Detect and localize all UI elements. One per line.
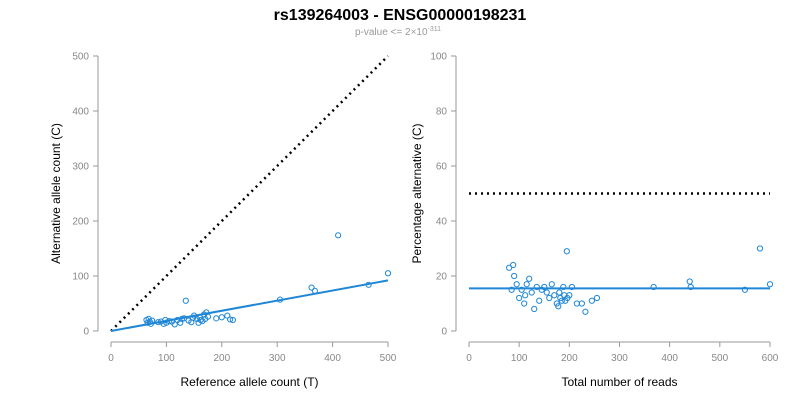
right-data-point	[531, 305, 538, 313]
right-data-point	[536, 297, 543, 304]
left-data-point	[162, 316, 169, 324]
left-data-point	[182, 297, 189, 304]
left-data-point	[335, 232, 342, 239]
left-data-point	[229, 316, 236, 324]
right-data-point	[558, 297, 565, 304]
right-x-tick-label: 400	[661, 353, 678, 364]
right-data-point	[593, 294, 601, 302]
right-data-point	[548, 281, 555, 288]
left-fit-line	[110, 279, 389, 332]
right-y-axis-label: Percentage alternative (C)	[410, 123, 424, 263]
left-data-point	[154, 319, 162, 326]
left-data-point	[171, 321, 178, 328]
left-data-point	[148, 317, 156, 324]
left-data-point	[311, 287, 318, 294]
left-data-point	[308, 284, 315, 291]
right-data-point	[766, 281, 774, 288]
left-data-point	[204, 313, 212, 320]
left-y-tick-label: 200	[72, 217, 89, 228]
left-data-point	[227, 316, 234, 323]
left-y-tick-label: 400	[72, 107, 89, 118]
right-data-point	[543, 289, 550, 296]
right-data-point	[521, 300, 528, 307]
right-data-point	[556, 289, 563, 296]
left-x-tick-label: 300	[269, 353, 286, 364]
right-x-tick-label: 600	[762, 353, 779, 364]
left-x-tick-label: 0	[108, 353, 114, 364]
right-data-point	[588, 297, 596, 304]
right-x-axis-label: Total number of reads	[561, 375, 677, 389]
left-y-tick-label: 100	[72, 272, 89, 283]
left-x-tick-label: 100	[158, 353, 175, 364]
left-x-axis-label: Reference allele count (T)	[180, 375, 318, 389]
left-x-tick-label: 400	[324, 353, 341, 364]
left-x-tick-label: 200	[213, 353, 230, 364]
right-data-point	[546, 294, 553, 302]
right-data-point	[518, 286, 525, 293]
right-y-tick-label: 0	[441, 327, 447, 338]
allele-count-plot: 0 100 200 300 400 500 0 100 200 300 400 500 Referenc…	[49, 52, 397, 390]
right-data-point	[551, 292, 558, 299]
left-data-point	[145, 315, 152, 322]
right-data-point	[582, 308, 589, 315]
left-y-tick-label: 0	[83, 327, 89, 338]
right-data-point	[541, 283, 548, 291]
p-value-exponent: -311	[428, 26, 442, 33]
right-data-point	[566, 292, 573, 299]
left-data-point	[147, 320, 154, 327]
right-x-tick-label: 300	[611, 353, 628, 364]
left-data-point	[384, 270, 392, 277]
right-data-point	[508, 286, 515, 293]
right-data-point	[555, 303, 562, 310]
right-y-tick-label: 40	[436, 217, 448, 228]
right-data-point	[522, 292, 529, 299]
right-x-tick-label: 200	[561, 353, 578, 364]
right-data-point	[526, 275, 533, 282]
right-data-point	[578, 300, 585, 307]
right-data-point	[568, 283, 575, 291]
chart-title: rs139264003 - ENSG00000198231	[274, 7, 527, 24]
right-data-point	[528, 289, 535, 296]
right-y-tick-label: 60	[436, 162, 448, 173]
left-y-axis-label: Alternative allele count (C)	[49, 123, 63, 264]
right-y-tick-label: 80	[436, 107, 448, 118]
right-y-tick-label: 20	[436, 272, 448, 283]
right-y-tick-label: 100	[430, 52, 447, 63]
left-data-point	[166, 318, 173, 325]
left-reference-line	[110, 55, 389, 332]
right-x-tick-label: 0	[466, 353, 472, 364]
left-y-tick-label: 500	[72, 52, 89, 63]
left-data-point	[177, 319, 184, 326]
left-data-point	[213, 315, 220, 322]
right-data-point	[513, 281, 520, 288]
left-data-point	[218, 314, 225, 321]
left-data-point	[365, 281, 372, 288]
right-data-point	[510, 261, 517, 269]
right-data-point	[573, 300, 580, 307]
right-data-point	[511, 272, 518, 280]
left-y-tick-label: 300	[72, 162, 89, 173]
left-data-point	[160, 320, 167, 327]
right-data-point	[687, 283, 694, 291]
left-x-tick-label: 500	[380, 353, 397, 364]
right-data-point	[650, 283, 657, 291]
right-data-point	[563, 248, 570, 255]
chart-subtitle: p-value <= 2×10-311	[355, 26, 441, 38]
right-data-point	[533, 283, 540, 291]
right-data-point	[523, 281, 530, 288]
right-data-point	[516, 294, 523, 302]
right-data-point	[741, 286, 749, 293]
right-data-point	[560, 283, 567, 291]
left-data-point	[276, 296, 284, 303]
right-x-tick-label: 100	[511, 353, 528, 364]
right-x-tick-label: 500	[711, 353, 728, 364]
percentage-alternative-plot: 0 100 200 300 400 500 600 0 20 40 60 80 100 Total num…	[410, 52, 779, 390]
right-data-point	[756, 245, 764, 252]
p-value-text: p-value <= 2×10	[355, 27, 428, 38]
right-data-point	[686, 278, 693, 285]
